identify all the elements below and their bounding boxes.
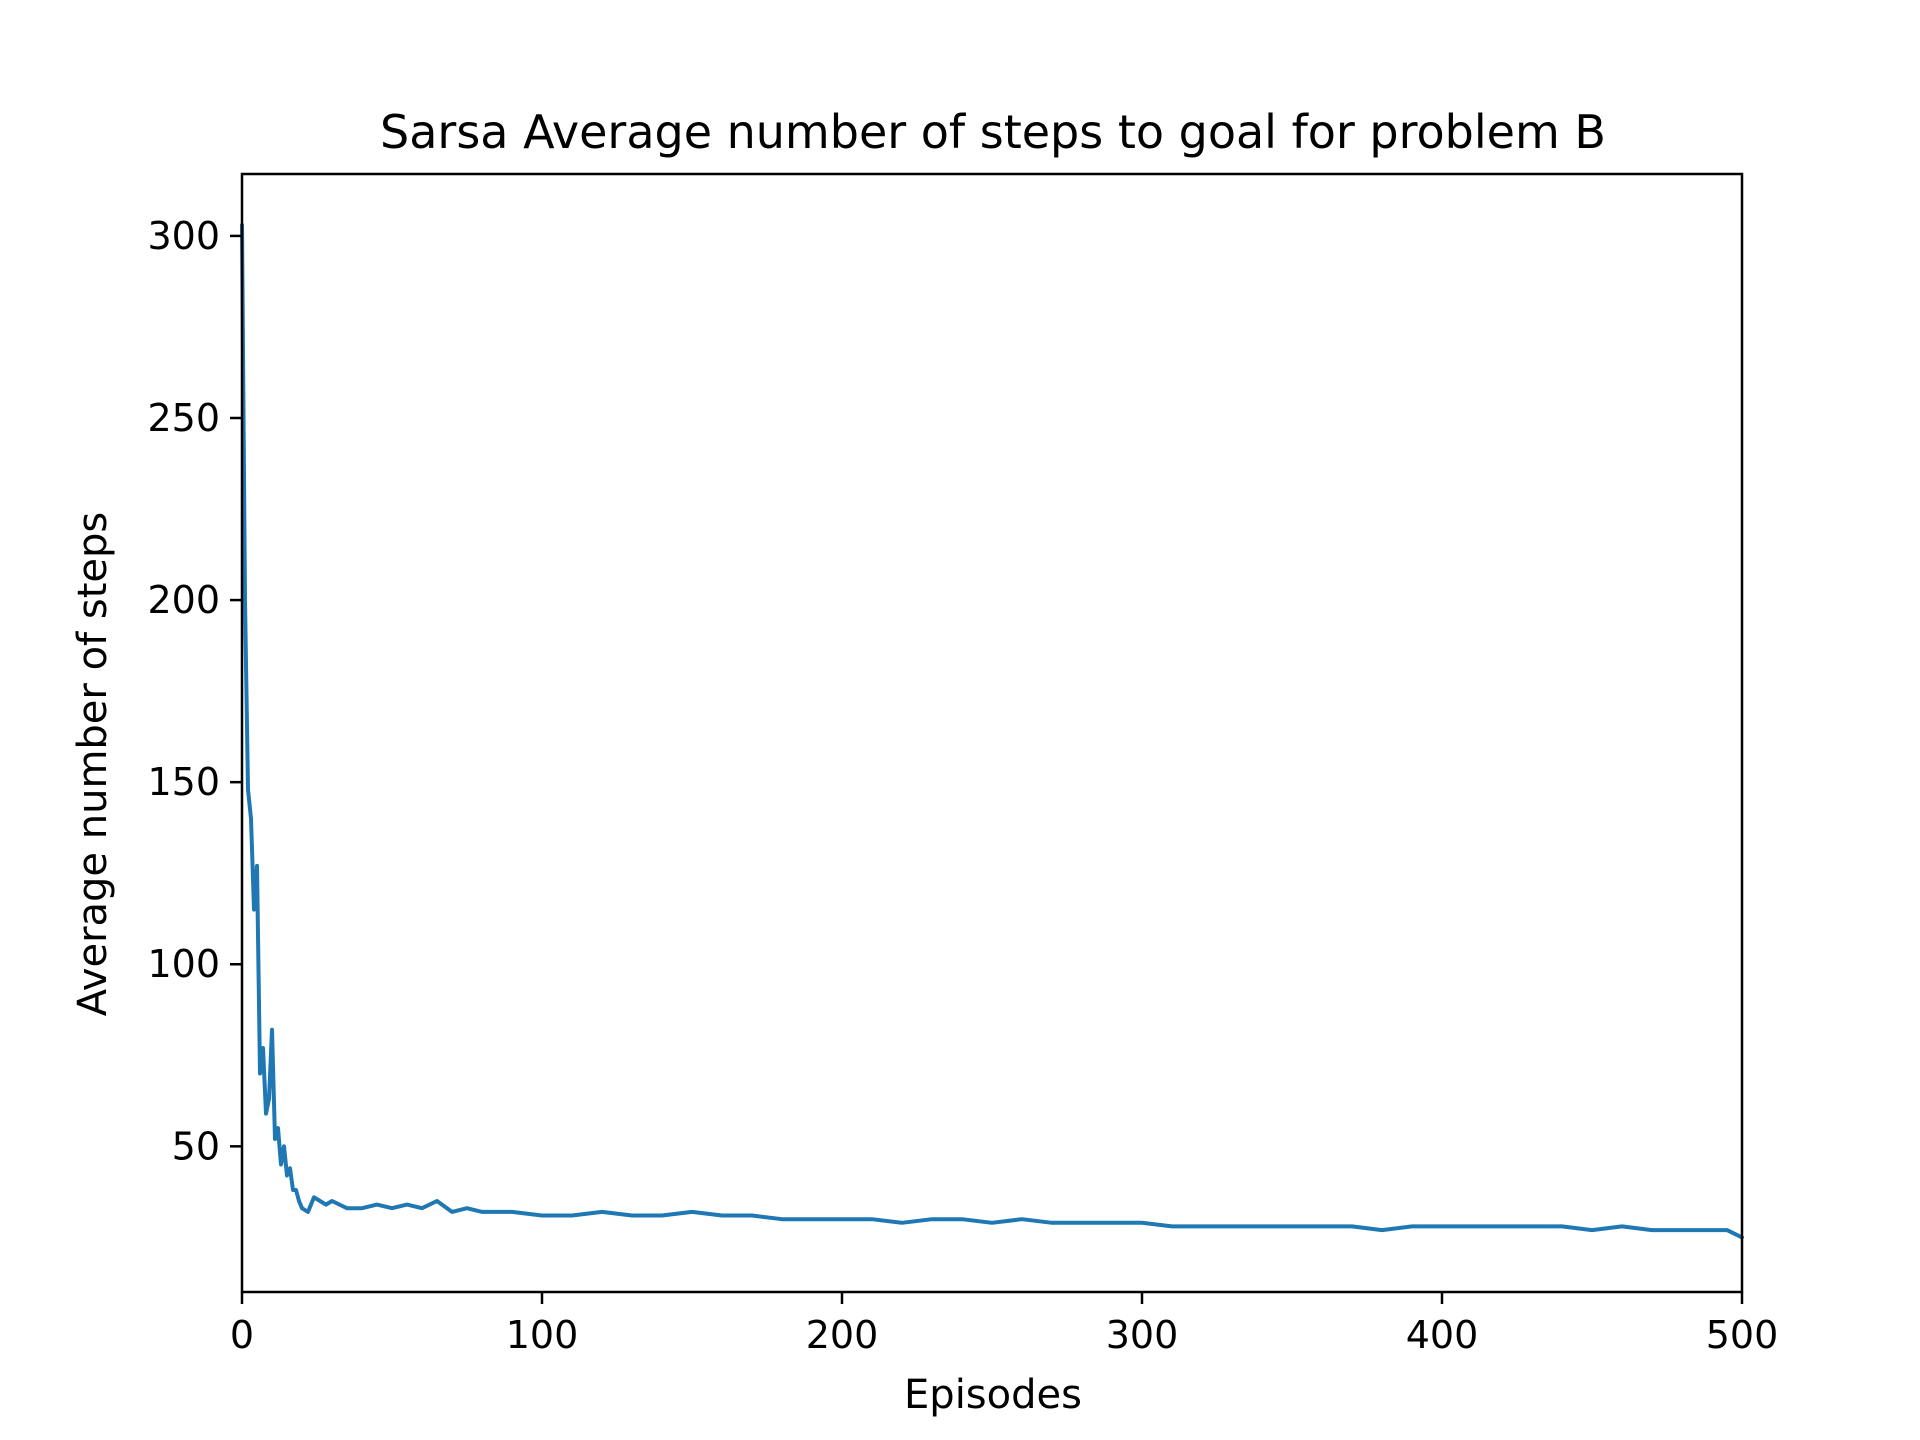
y-axis: 50 100 150 200 250 300 [147,214,242,1168]
y-tick-label: 250 [147,396,220,440]
y-axis-label: Average number of steps [70,512,116,1016]
x-tick-label: 100 [506,1313,579,1357]
x-tick-label: 0 [230,1313,254,1357]
chart-title: Sarsa Average number of steps to goal fo… [380,105,1606,159]
plot-frame [240,172,1744,1294]
x-tick-label: 200 [806,1313,879,1357]
y-tick-label: 150 [147,760,220,804]
series-line [240,223,1744,1240]
x-axis: 0 100 200 300 400 500 [230,1292,1778,1357]
y-tick-label: 100 [147,942,220,986]
y-tick-label: 300 [147,214,220,258]
x-axis-label: Episodes [904,1372,1082,1418]
y-tick-label: 50 [172,1124,220,1168]
plot-area [240,223,1744,1240]
x-tick-label: 300 [1106,1313,1179,1357]
x-tick-label: 400 [1406,1313,1479,1357]
y-tick-label: 200 [147,578,220,622]
x-tick-label: 500 [1706,1313,1779,1357]
